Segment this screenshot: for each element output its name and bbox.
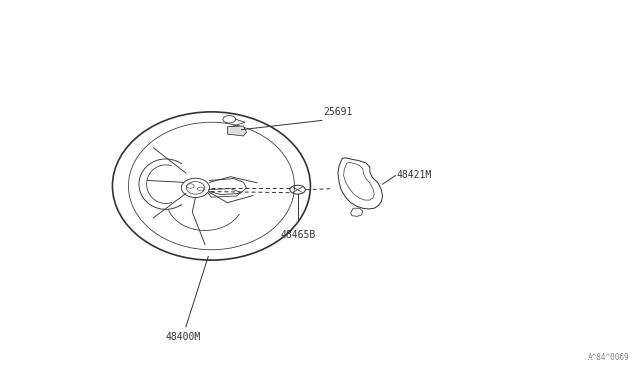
Text: 48400M: 48400M xyxy=(165,333,200,342)
Text: 48465B: 48465B xyxy=(280,231,316,240)
Text: 25691: 25691 xyxy=(323,108,353,118)
Text: 48421M: 48421M xyxy=(397,170,432,180)
Text: A^84^0069: A^84^0069 xyxy=(588,353,630,362)
Polygon shape xyxy=(227,126,246,136)
